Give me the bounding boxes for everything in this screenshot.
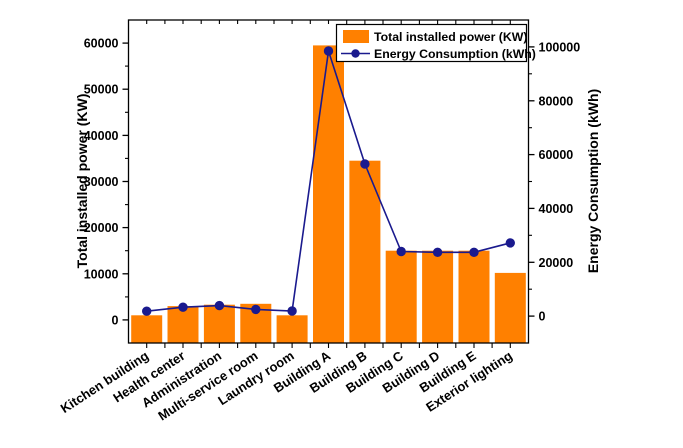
left-axis-tick-label: 0 [112,313,119,327]
bar [422,250,454,343]
data-point-marker [142,306,152,316]
legend-label-energy: Energy Consumption (kWh) [374,47,536,61]
right-axis-tick-label: 0 [539,310,546,324]
left-axis-tick-label: 50000 [84,83,119,97]
line-series [142,46,515,316]
right-axis-tick-label: 60000 [539,148,574,162]
legend: Total installed power (KW) Energy Consum… [335,23,536,63]
bar [203,304,235,343]
right-axis-title: Energy Consumption (kWh) [585,89,601,273]
legend-label-power: Total installed power (KW) [374,30,527,44]
left-axis-tick-label: 60000 [84,37,119,51]
data-point-marker [323,46,334,56]
left-axis-tick-label: 40000 [84,129,119,143]
right-axis-tick-label: 100000 [539,40,581,54]
bar-series [131,45,526,344]
legend-swatch-power [343,30,369,43]
left-axis-tick-label: 30000 [84,175,119,189]
bar [167,306,199,343]
bar [494,272,526,343]
data-point-marker [432,247,443,258]
left-axis-tick-label: 10000 [84,267,119,281]
bar [458,250,490,343]
data-point-marker [469,247,479,258]
data-point-marker [505,238,515,248]
data-point-marker [251,304,261,315]
plot-frame [127,19,530,344]
legend-marker-energy-icon [351,49,360,58]
bar [313,45,344,344]
data-point-marker [360,159,370,169]
data-point-marker [396,246,406,257]
right-axis-tick-label: 20000 [539,256,574,270]
right-axis-tick-label: 80000 [539,94,574,108]
left-axis-title: Total installed power (KW) [74,94,90,269]
bar [349,160,381,343]
bar [385,250,417,343]
data-point-marker [287,306,297,316]
data-point-marker [214,300,225,311]
bar [276,315,308,343]
left-axis-tick-label: 20000 [84,221,119,235]
right-axis-tick-label: 40000 [539,202,574,216]
data-point-marker [178,302,188,312]
bar [131,315,163,343]
